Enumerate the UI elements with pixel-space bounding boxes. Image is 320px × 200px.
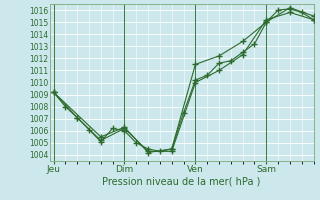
X-axis label: Pression niveau de la mer( hPa ): Pression niveau de la mer( hPa ) — [102, 177, 261, 187]
